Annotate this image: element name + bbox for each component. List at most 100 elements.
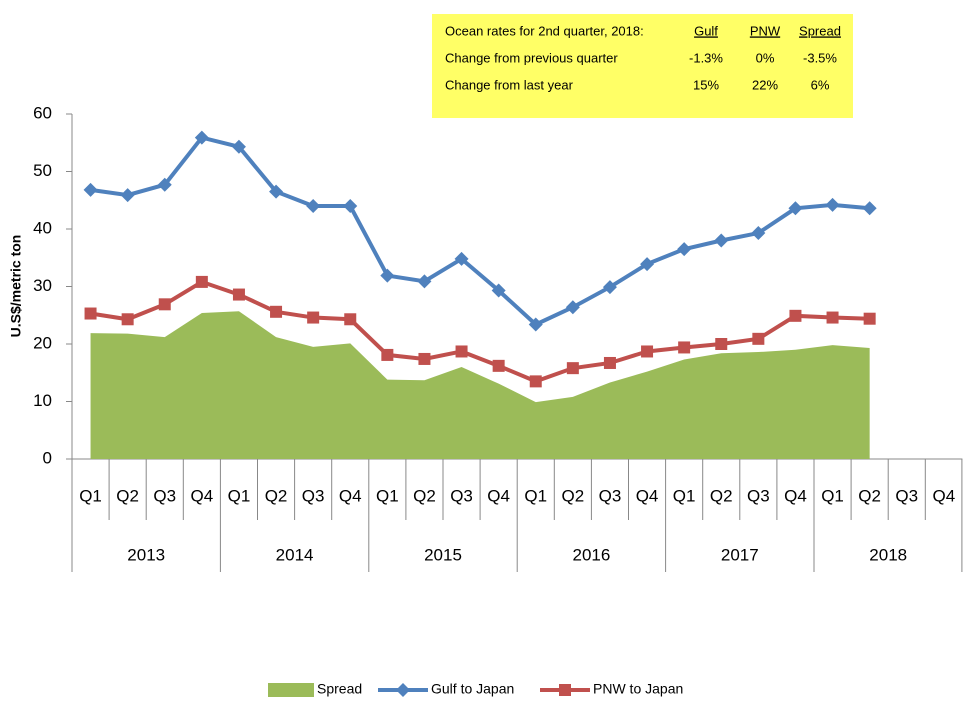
annotation-text: 0%: [756, 50, 775, 65]
marker: [862, 201, 877, 216]
legend-marker: [396, 683, 410, 697]
legend-label: Gulf to Japan: [431, 681, 514, 697]
marker: [565, 300, 580, 315]
marker: [306, 199, 321, 213]
x-tick-label: Q3: [747, 486, 770, 505]
annotation-text: Ocean rates for 2nd quarter, 2018:: [445, 23, 644, 38]
area: [90, 311, 870, 459]
marker: [566, 362, 579, 375]
marker: [344, 313, 357, 326]
marker: [269, 184, 284, 199]
marker: [454, 251, 469, 266]
y-tick-label: 40: [33, 218, 52, 237]
legend-marker: [559, 684, 571, 696]
line: [90, 135, 870, 327]
x-tick-label: Q2: [858, 486, 881, 505]
y-tick-label: 30: [33, 276, 52, 295]
legend-swatch: [268, 683, 314, 697]
annotation-text: 6%: [811, 77, 830, 92]
marker: [826, 311, 839, 324]
annotation-text: -3.5%: [803, 50, 837, 65]
marker: [529, 375, 542, 388]
x-group-label: 2016: [572, 545, 610, 564]
marker: [121, 313, 134, 326]
x-tick-label: Q1: [228, 486, 251, 505]
marker: [788, 201, 803, 216]
x-tick-label: Q1: [79, 486, 102, 505]
marker: [381, 348, 394, 361]
marker: [157, 177, 172, 192]
y-tick-label: 50: [33, 161, 52, 180]
marker: [602, 280, 617, 295]
marker: [492, 359, 505, 372]
marker: [863, 312, 876, 325]
marker: [380, 268, 395, 283]
annotation-text: 22%: [752, 77, 778, 92]
x-tick-label: Q2: [413, 486, 436, 505]
marker: [120, 188, 135, 203]
marker: [714, 233, 729, 248]
marker: [677, 242, 692, 257]
marker: [83, 182, 98, 197]
annotation-text: -1.3%: [689, 50, 723, 65]
x-group-label: 2014: [276, 545, 314, 564]
marker: [194, 130, 209, 145]
y-tick-label: 20: [33, 333, 52, 352]
marker: [640, 257, 655, 272]
marker: [491, 283, 506, 298]
marker: [752, 332, 765, 345]
y-tick-label: 60: [33, 103, 52, 122]
x-tick-label: Q3: [153, 486, 176, 505]
annotation-text: Change from last year: [445, 77, 574, 92]
marker: [603, 356, 616, 369]
line: [90, 279, 870, 384]
legend-label: Spread: [317, 681, 362, 697]
marker: [158, 298, 171, 311]
annotation-text: Gulf: [694, 23, 718, 38]
marker: [641, 345, 654, 358]
x-tick-label: Q4: [191, 486, 214, 505]
x-tick-label: Q4: [636, 486, 659, 505]
marker: [751, 226, 766, 241]
x-tick-label: Q4: [784, 486, 807, 505]
marker: [343, 199, 358, 213]
x-tick-label: Q1: [524, 486, 547, 505]
x-tick-label: Q3: [302, 486, 325, 505]
x-group-label: 2015: [424, 545, 462, 564]
x-group-label: 2013: [127, 545, 165, 564]
marker: [455, 345, 468, 358]
marker: [418, 352, 431, 365]
x-tick-label: Q3: [599, 486, 622, 505]
marker: [715, 338, 728, 350]
x-group-label: 2017: [721, 545, 759, 564]
legend-label: PNW to Japan: [593, 681, 683, 697]
x-tick-label: Q1: [821, 486, 844, 505]
y-axis-label: U.S$/metric ton: [8, 235, 24, 338]
annotation-text: PNW: [750, 23, 781, 38]
marker: [825, 197, 840, 212]
annotation-text: Change from previous quarter: [445, 50, 618, 65]
marker: [231, 139, 246, 154]
x-tick-label: Q4: [339, 486, 362, 505]
marker: [195, 275, 208, 288]
x-tick-label: Q4: [487, 486, 510, 505]
x-tick-label: Q3: [450, 486, 473, 505]
x-tick-label: Q2: [710, 486, 733, 505]
annotation-box: [432, 14, 853, 118]
marker: [232, 288, 245, 301]
x-tick-label: Q4: [933, 486, 956, 505]
y-tick-label: 0: [43, 448, 52, 467]
x-tick-label: Q1: [376, 486, 399, 505]
annotation-text: 15%: [693, 77, 719, 92]
x-tick-label: Q1: [673, 486, 696, 505]
marker: [528, 317, 543, 332]
x-tick-label: Q2: [116, 486, 139, 505]
x-group-label: 2018: [869, 545, 907, 564]
x-tick-label: Q2: [562, 486, 585, 505]
marker: [789, 309, 802, 322]
marker: [270, 305, 283, 318]
y-tick-label: 10: [33, 391, 52, 410]
x-tick-label: Q2: [265, 486, 288, 505]
x-tick-label: Q3: [895, 486, 918, 505]
